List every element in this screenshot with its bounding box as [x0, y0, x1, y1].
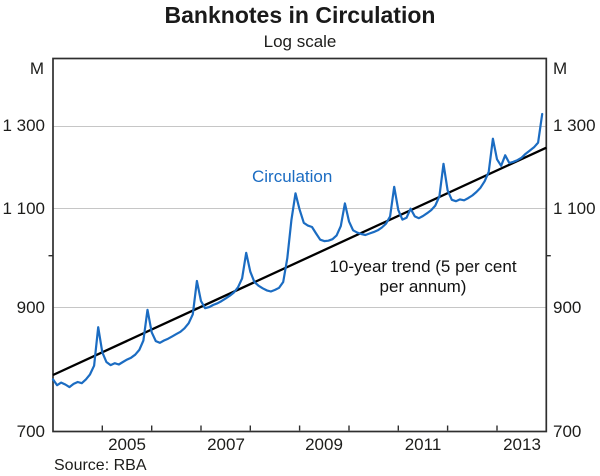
- x-tick-label: 2013: [503, 435, 541, 454]
- trend-line: [52, 146, 547, 377]
- y-tick-label-left: 700: [16, 422, 45, 441]
- series-label-circulation: Circulation: [252, 167, 333, 186]
- x-tick-label: 2005: [108, 435, 146, 454]
- y-tick-label-left: 1 100: [2, 199, 45, 218]
- x-tick-label: 2009: [305, 435, 343, 454]
- plot-frame: [52, 57, 548, 433]
- trend-annotation-line2: per annum): [379, 277, 467, 296]
- chart-subtitle: Log scale: [263, 32, 337, 51]
- y-tick-label-left: 1 300: [2, 116, 45, 135]
- x-tick-label: 2007: [207, 435, 245, 454]
- x-tick-label: 2011: [404, 435, 442, 454]
- y-tick-label-right: 1 300: [553, 116, 596, 135]
- y-tick-label-left: 900: [16, 298, 45, 317]
- y-tick-label-right: 900: [553, 298, 582, 317]
- chart-title: Banknotes in Circulation: [164, 2, 436, 28]
- source-note: Source: RBA: [54, 457, 147, 474]
- y-axis-unit-right: M: [553, 59, 568, 78]
- y-axis-unit-left: M: [29, 59, 44, 78]
- y-tick-label-right: 700: [553, 422, 582, 441]
- y-tick-label-right: 1 100: [553, 199, 596, 218]
- trend-annotation-line1: 10-year trend (5 per cent: [329, 257, 517, 276]
- trend-annotation: 10-year trend (5 per cent per annum): [303, 257, 543, 297]
- circulation-line: [51, 112, 544, 389]
